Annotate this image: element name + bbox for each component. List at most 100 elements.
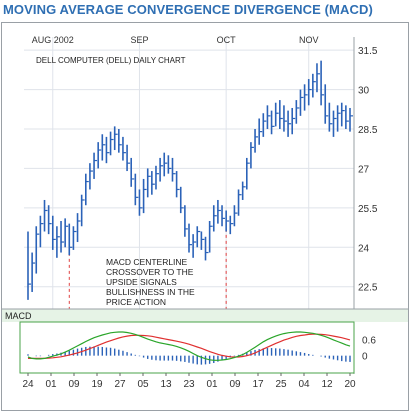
title-bar: MOVING AVERAGE CONVERGENCE DIVERGENCE (M…	[0, 0, 410, 22]
macd-line	[27, 331, 351, 361]
price-bar	[72, 226, 77, 250]
price-bar	[262, 113, 267, 137]
price-bar	[208, 221, 213, 253]
price-tick-label: 25.5	[358, 204, 378, 215]
price-bar	[283, 105, 287, 132]
page-title: MOVING AVERAGE CONVERGENCE DIVERGENCE (M…	[3, 2, 373, 17]
annotation-line: CROSSOVER TO THE	[106, 267, 194, 277]
price-bar	[155, 165, 159, 190]
price-bar	[167, 155, 172, 174]
price-bar	[258, 118, 263, 145]
month-label: NOV	[299, 35, 319, 45]
price-bar	[349, 107, 353, 132]
date-tick-label: 04	[298, 379, 310, 390]
price-bar	[27, 231, 31, 300]
date-tick-label: 17	[252, 379, 264, 390]
price-bar	[126, 144, 131, 172]
price-bar	[43, 199, 48, 232]
price-bar	[35, 226, 40, 274]
date-tick-label: 19	[91, 379, 103, 390]
price-bar	[122, 136, 126, 161]
price-bar	[287, 110, 292, 137]
price-bar	[328, 102, 333, 132]
price-bar	[31, 252, 36, 292]
price-bar	[101, 134, 106, 161]
price-bar	[47, 205, 52, 235]
price-bar	[241, 181, 246, 200]
price-bar	[212, 205, 217, 232]
price-bar	[151, 171, 155, 195]
price-bar	[163, 152, 168, 177]
date-tick-label: 09	[68, 379, 80, 390]
annotation-line: UPSIDE SIGNALS	[106, 277, 177, 287]
price-bar	[76, 213, 81, 243]
price-bar	[229, 215, 234, 235]
price-bar	[316, 63, 320, 93]
price-bar	[105, 136, 110, 164]
price-bar	[138, 189, 143, 216]
chart-subtitle: DELL COMPUTER (DELL) DAILY CHART	[36, 56, 186, 65]
price-bar	[237, 189, 242, 216]
price-bar	[134, 173, 139, 206]
price-bar	[303, 84, 308, 111]
price-bar	[109, 131, 114, 156]
price-bar	[188, 223, 192, 253]
date-tick-label: 01	[45, 379, 57, 390]
price-tick-label: 22.5	[358, 283, 378, 294]
date-tick-label: 23	[183, 379, 195, 390]
price-bar	[320, 60, 325, 106]
price-axis: 31.5 30 28.5 27 25.5 24 22.5	[358, 46, 378, 294]
price-bar	[204, 236, 209, 261]
annotation-line: BULLISHNESS IN THE	[106, 287, 195, 297]
month-label: OCT	[217, 35, 237, 45]
macd-tick-label: 0	[362, 352, 368, 363]
date-tick-label: 01	[206, 379, 218, 390]
price-bar	[56, 226, 60, 258]
date-tick-label: 05	[137, 379, 149, 390]
price-tick-label: 24	[358, 243, 370, 254]
date-tick-label: 09	[229, 379, 241, 390]
price-tick-label: 30	[358, 86, 370, 97]
date-tick-label: 25	[275, 379, 287, 390]
price-bar	[60, 221, 65, 253]
price-bar	[291, 107, 296, 135]
month-label: SEP	[130, 35, 148, 45]
macd-header-band	[2, 309, 408, 322]
price-bar	[80, 194, 85, 227]
price-bar	[312, 73, 316, 98]
price-bar	[159, 157, 164, 182]
price-tick-label: 31.5	[358, 46, 378, 57]
price-bar	[332, 110, 337, 137]
price-bar	[175, 171, 180, 198]
price-bar	[299, 89, 304, 116]
date-tick-label: 27	[114, 379, 126, 390]
macd-tick-label: 0.6	[362, 335, 376, 346]
price-bar	[89, 163, 93, 190]
price-bar	[217, 199, 221, 224]
date-tick-label: 12	[321, 379, 333, 390]
chart-frame: AUG 2002 SEP OCT NOV DELL COMPUTER (DELL) D…	[1, 22, 409, 411]
price-bar	[233, 205, 238, 227]
price-bar	[340, 102, 345, 127]
price-bar	[254, 129, 259, 153]
price-bars	[27, 60, 353, 300]
date-tick-label: 13	[160, 379, 172, 390]
date-tick-label: 20	[344, 379, 356, 390]
price-bar	[345, 105, 349, 129]
macd-label: MACD	[5, 311, 32, 321]
price-bar	[118, 129, 122, 153]
macd-chart: AUG 2002 SEP OCT NOV DELL COMPUTER (DELL) D…	[2, 35, 408, 390]
price-bar	[171, 157, 176, 182]
price-bar	[142, 178, 147, 214]
month-labels: AUG 2002 SEP OCT NOV	[32, 35, 319, 45]
macd-signal-line	[28, 333, 351, 359]
price-bar	[39, 215, 44, 248]
macd-panel: MACD 0.6 0	[2, 308, 408, 374]
annotation-line: PRICE ACTION	[106, 297, 166, 307]
price-bar	[130, 157, 135, 187]
macd-pane	[19, 321, 355, 374]
price-bar	[192, 234, 197, 258]
annotation-line: MACD CENTERLINE	[106, 257, 188, 267]
date-axis: 24 01 09 19 27 05 13 23 01 09 17 25 04 12 20	[22, 373, 356, 390]
